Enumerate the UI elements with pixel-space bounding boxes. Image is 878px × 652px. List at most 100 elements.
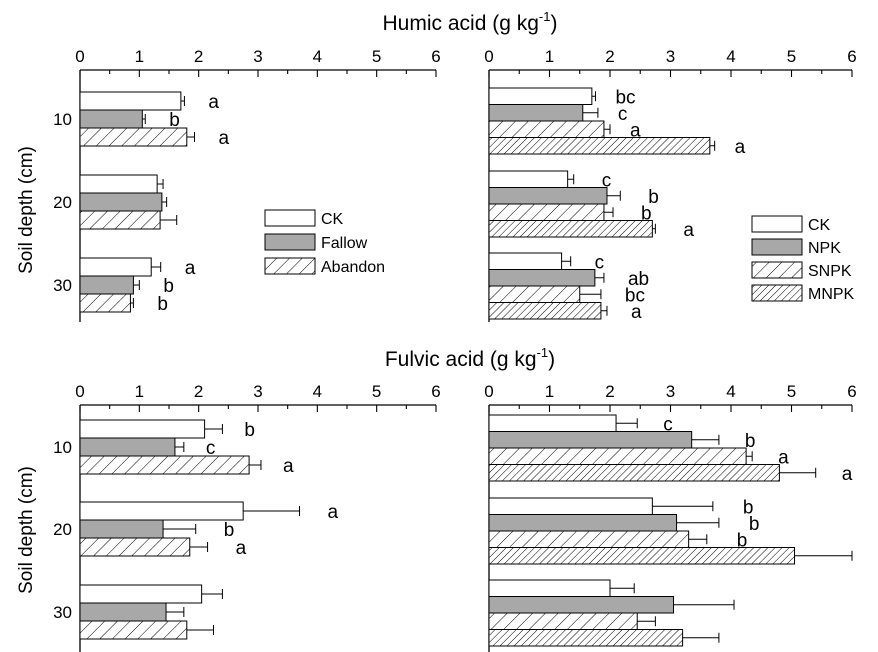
panel-4: 0123456cbbbabaa xyxy=(484,382,857,652)
bar-abandon xyxy=(79,210,161,230)
bar-ck xyxy=(488,414,617,432)
bar-mnpk xyxy=(488,137,711,155)
significance-label: a xyxy=(778,447,789,468)
x-tick-label: 2 xyxy=(194,47,203,66)
bar-npk xyxy=(488,269,596,287)
x-tick-label: 4 xyxy=(726,382,735,401)
legend-label-snpk: SNPK xyxy=(808,263,852,280)
y-tick-label: 30 xyxy=(53,276,72,295)
significance-label: ab xyxy=(628,269,649,290)
bar-ck xyxy=(488,579,611,597)
bar-npk xyxy=(488,431,693,449)
significance-label: a xyxy=(683,220,694,241)
bar-abandon xyxy=(79,293,131,313)
significance-label: b xyxy=(163,276,174,297)
bar-ck xyxy=(79,584,203,604)
bar-abandon xyxy=(79,537,191,557)
significance-label: bc xyxy=(615,87,635,108)
significance-label: a xyxy=(283,456,294,477)
bar-fallow xyxy=(79,602,167,622)
bar-mnpk xyxy=(488,547,796,565)
significance-label: b xyxy=(737,530,748,551)
significance-label: c xyxy=(663,414,673,435)
y-tick-label: 20 xyxy=(53,193,72,212)
bar-ck xyxy=(79,419,206,439)
significance-label: b xyxy=(749,514,760,535)
bar-ck xyxy=(79,501,244,521)
x-tick-label: 2 xyxy=(605,47,614,66)
x-tick-label: 2 xyxy=(194,382,203,401)
x-tick-label: 0 xyxy=(484,382,493,401)
significance-label: a xyxy=(631,302,642,323)
legend-swatch-snpk xyxy=(751,261,803,279)
humic-title: Humic acid (g kg-1) xyxy=(383,9,558,35)
x-tick-label: 5 xyxy=(372,382,381,401)
significance-label: c xyxy=(595,252,605,273)
legend-label-npk: NPK xyxy=(808,240,841,257)
x-tick-label: 3 xyxy=(666,382,675,401)
significance-label: b xyxy=(169,110,180,131)
bar-ck xyxy=(79,174,158,194)
significance-label: b xyxy=(157,294,168,315)
bar-mnpk xyxy=(488,302,602,320)
legend-swatch-npk xyxy=(751,238,803,256)
legend-label-ck: CK xyxy=(808,217,831,234)
bar-snpk xyxy=(488,530,690,548)
bar-snpk xyxy=(488,285,581,303)
bar-ck xyxy=(488,252,563,270)
bar-ck xyxy=(488,497,653,515)
significance-label: a xyxy=(236,538,247,559)
significance-label: b xyxy=(224,520,235,541)
bar-abandon xyxy=(79,620,188,640)
significance-label: a xyxy=(630,120,641,141)
legend-swatch-ck xyxy=(264,209,316,227)
significance-label: a xyxy=(328,502,339,523)
bar-npk xyxy=(488,514,678,532)
x-tick-label: 4 xyxy=(313,382,322,401)
y-tick-label: 30 xyxy=(53,603,72,622)
bar-snpk xyxy=(488,203,605,221)
significance-label: c xyxy=(618,104,628,125)
x-tick-label: 5 xyxy=(787,47,796,66)
x-tick-label: 1 xyxy=(135,382,144,401)
bar-fallow xyxy=(79,519,164,539)
bar-abandon xyxy=(79,127,188,147)
bar-snpk xyxy=(488,120,605,138)
y-tick-label: 10 xyxy=(53,110,72,129)
bar-npk xyxy=(488,596,675,614)
bar-fallow xyxy=(79,437,176,457)
significance-label: a xyxy=(185,258,196,279)
bar-mnpk xyxy=(488,220,653,238)
significance-label: b xyxy=(745,431,756,452)
significance-label: b xyxy=(743,497,754,518)
humic-y-axis-label: Soil depth (cm) xyxy=(16,146,37,274)
y-tick-label: 20 xyxy=(53,520,72,539)
bar-npk xyxy=(488,187,608,205)
x-tick-label: 1 xyxy=(545,47,554,66)
x-tick-label: 1 xyxy=(135,47,144,66)
bar-fallow xyxy=(79,109,143,129)
x-tick-label: 2 xyxy=(605,382,614,401)
x-tick-label: 6 xyxy=(431,47,440,66)
significance-label: a xyxy=(735,137,746,158)
legend-label-mnpk: MNPK xyxy=(808,286,855,303)
x-tick-label: 4 xyxy=(726,47,735,66)
significance-label: c xyxy=(602,170,612,191)
x-tick-label: 3 xyxy=(666,47,675,66)
x-tick-label: 4 xyxy=(313,47,322,66)
legend-label-fallow: Fallow xyxy=(321,235,368,252)
y-tick-label: 10 xyxy=(53,438,72,457)
x-tick-label: 5 xyxy=(787,382,796,401)
bar-ck xyxy=(79,257,152,277)
legend-label-abandon: Abandon xyxy=(321,259,385,276)
bar-mnpk xyxy=(488,629,684,647)
bar-snpk xyxy=(488,447,747,465)
bar-npk xyxy=(488,104,584,122)
significance-label: a xyxy=(842,464,853,485)
x-tick-label: 0 xyxy=(75,382,84,401)
